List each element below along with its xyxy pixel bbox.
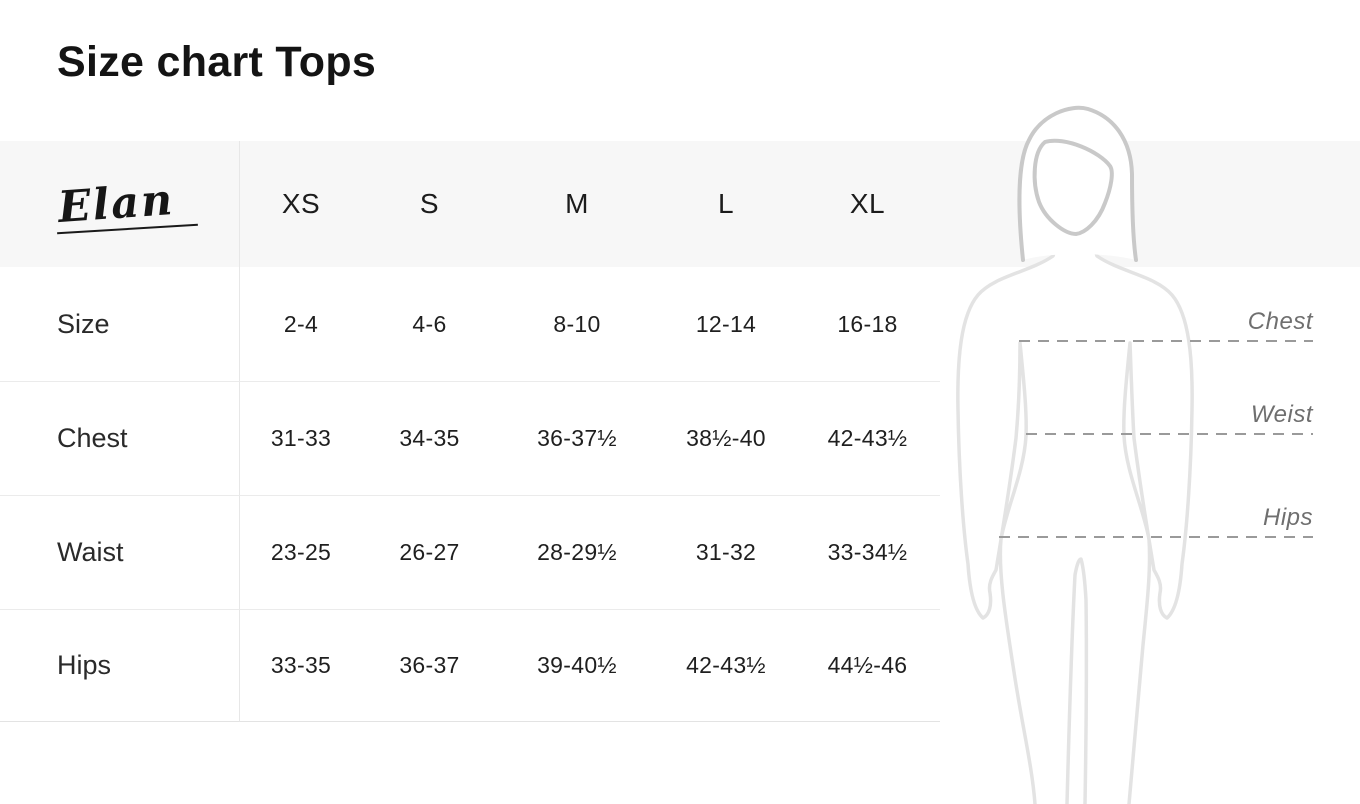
table-cell: 36-37 <box>362 609 497 722</box>
table-cell: 39-40½ <box>497 609 657 722</box>
table-cell: 23-25 <box>240 495 362 609</box>
table-cell: 2-4 <box>283 310 319 337</box>
table-cell: 8-10 <box>553 310 601 337</box>
table-cell: 42-43½ <box>657 609 795 722</box>
column-header-l: L <box>717 188 735 219</box>
table-cell: 4-6 <box>412 310 447 337</box>
size-chart-table: Elan XS S M L XL Size 2-4 4-6 8-10 12-14… <box>0 141 940 722</box>
page-title: Size chart Tops <box>57 38 377 86</box>
row-label-chest: Chest <box>0 381 240 495</box>
table-cell: 26-27 <box>362 495 497 609</box>
body-figure-illustration <box>956 105 1313 804</box>
table-cell: 16-18 <box>837 310 898 337</box>
table-cell: 42-43½ <box>795 381 940 495</box>
row-label-size: Size <box>0 267 240 381</box>
waist-measure-label: Weist <box>1250 401 1313 428</box>
table-cell: 28-29½ <box>497 495 657 609</box>
table-cell: 44½-46 <box>795 609 940 722</box>
chest-measure-label: Chest <box>1247 308 1313 335</box>
brand-logo-text: Elan <box>56 175 176 233</box>
row-label-hips: Hips <box>0 609 240 722</box>
column-header-m: M <box>565 188 589 219</box>
face-shape <box>1032 138 1114 236</box>
row-label-waist: Waist <box>0 495 240 609</box>
table-cell: 12-14 <box>695 310 757 337</box>
table-cell: 33-35 <box>240 609 362 722</box>
table-cell: 31-32 <box>657 495 795 609</box>
column-header-xl: XL <box>849 188 886 219</box>
column-header-xs: XS <box>281 188 321 219</box>
table-cell: 31-33 <box>240 381 362 495</box>
table-cell: 34-35 <box>362 381 497 495</box>
hips-measure-label: Hips <box>1262 504 1313 531</box>
brand-logo: Elan <box>0 141 240 267</box>
table-cell: 38½-40 <box>657 381 795 495</box>
table-cell: 36-37½ <box>497 381 657 495</box>
column-header-s: S <box>419 188 440 219</box>
table-cell: 33-34½ <box>795 495 940 609</box>
